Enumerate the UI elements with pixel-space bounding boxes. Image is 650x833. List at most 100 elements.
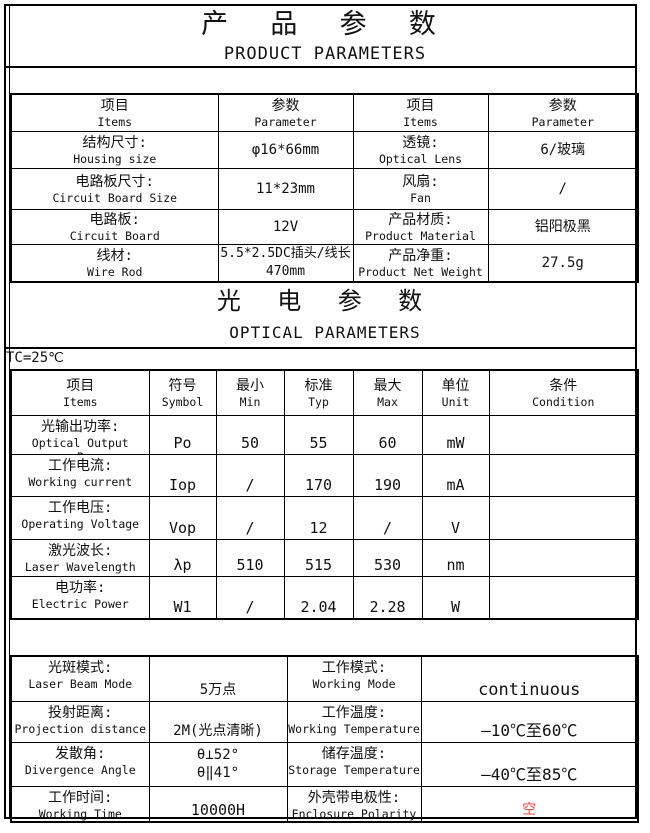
wire-rod-label: 线材: Wire Rod: [10, 243, 219, 283]
item-label-zh: 线材:: [96, 247, 133, 264]
table-row: 工作电压: Operating Voltage Vop / 12 / V: [10, 495, 639, 540]
item-label-zh: 储存温度:: [321, 745, 387, 762]
header-en: Condition: [532, 394, 595, 409]
table-row: 投射距离: Projection distance 2M(光点清晰) 工作温度:…: [10, 700, 639, 743]
working-temperature-label: 工作温度: Working Temperature: [286, 700, 422, 743]
item-label-zh: 透镜:: [402, 134, 439, 151]
item-label-en: Wire Rod: [87, 264, 143, 279]
param-value: /: [558, 180, 567, 197]
item-label-zh: 工作电压:: [48, 499, 113, 516]
item-label-en: Fan: [410, 190, 431, 205]
title-divider-line: [4, 66, 637, 68]
electric-power-label: 电功率: Electric Power: [10, 575, 150, 620]
optical-section-divider-line: [4, 347, 637, 349]
header-symbol: 符号 Symbol: [148, 369, 217, 416]
max-value: 2.28: [369, 598, 406, 616]
max-cell: /: [352, 495, 423, 540]
operating-voltage-label: 工作电压: Operating Voltage: [10, 495, 150, 540]
symbol-value: Iop: [168, 475, 197, 494]
spec-value: 5万点: [199, 681, 237, 698]
header-en: Min: [239, 394, 261, 409]
param-value: φ16*66mm: [251, 141, 320, 158]
unit-value: W: [450, 598, 461, 616]
item-label-zh: 结构尺寸:: [82, 134, 147, 151]
projection-distance-value: 2M(光点清晰): [148, 700, 288, 743]
typ-cell: 12: [283, 495, 354, 540]
item-label-zh: 产品净重:: [388, 247, 453, 264]
header-parameter-1: 参数 Parameter: [217, 93, 354, 132]
header-condition: 条件 Condition: [488, 369, 639, 416]
item-label-en: Projection distance: [14, 721, 147, 736]
unit-value: V: [450, 518, 461, 537]
header-en: Unit: [441, 394, 470, 409]
item-label-en: Operating Voltage: [21, 516, 140, 531]
header-en: Items: [62, 394, 98, 409]
spec-value-line2: θ‖41°: [196, 765, 240, 781]
typ-value: 55: [309, 433, 328, 452]
page-title-zh: 产 品 参 数: [201, 9, 449, 40]
item-label-en: Housing size: [73, 151, 157, 166]
typ-value: 12: [309, 518, 328, 537]
header-parameter-2: 参数 Parameter: [487, 93, 639, 132]
fan-value: /: [487, 167, 639, 210]
unit-cell: mA: [421, 453, 490, 497]
max-value: 60: [378, 433, 397, 452]
item-label-en: Circuit Board: [69, 228, 160, 243]
min-value: /: [245, 518, 255, 537]
max-value: 530: [373, 555, 402, 574]
item-label-zh: 电路板:: [89, 211, 140, 228]
item-label-en: Working Temperature: [288, 721, 420, 736]
spec-value: continuous: [478, 679, 581, 700]
symbol-value: Po: [173, 433, 192, 452]
param-value-line1: 5.5*2.5DC插头/线长: [220, 245, 351, 261]
fan-label: 风扇: Fan: [352, 167, 489, 210]
item-label-en: Optical Lens: [378, 151, 463, 166]
divergence-angle-label: 发散角: Divergence Angle: [10, 741, 150, 787]
header-zh: 最大: [373, 377, 402, 394]
table-row: 电路板: Circuit Board 12V 产品材质: Product Mat…: [10, 208, 639, 245]
optical-title-en: OPTICAL PARAMETERS: [229, 323, 421, 342]
param-value: 11*23mm: [255, 180, 315, 197]
param-value: 铝阳极黑: [534, 218, 591, 235]
typ-cell: 170: [283, 453, 354, 497]
circuit-board-label: 电路板: Circuit Board: [10, 208, 219, 245]
symbol-cell: Vop: [148, 495, 217, 540]
item-label-zh: 工作时间:: [48, 789, 113, 806]
table-row: 电路板尺寸: Circuit Board Size 11*23mm 风扇: Fa…: [10, 167, 639, 210]
max-cell: 60: [352, 414, 423, 455]
min-value: 50: [240, 433, 260, 452]
item-label-zh: 电路板尺寸:: [75, 173, 154, 190]
min-cell: /: [215, 575, 285, 620]
net-weight-value: 27.5g: [487, 243, 639, 283]
item-label-en: Product Material: [365, 228, 476, 243]
optical-output-power-label: 光输出功率: Optical Output P: [10, 414, 150, 455]
spec-value: 2M(光点清晰): [173, 722, 263, 739]
optical-lens-value: 6/玻璃: [487, 130, 639, 169]
laser-wavelength-label: 激光波长: Laser Wavelength: [10, 538, 150, 577]
inner-left-border-line: [9, 4, 10, 819]
item-label-en: Working current: [28, 474, 133, 489]
header-items-1: 项目 Items: [10, 93, 219, 132]
item-label-en: Divergence Angle: [24, 762, 136, 777]
spec-value: —40℃至85℃: [481, 764, 578, 784]
typ-value: 2.04: [300, 598, 337, 616]
unit-cell: V: [421, 495, 490, 540]
optical-title-zh: 光 电 参 数: [216, 287, 434, 315]
item-label-en-overflow: P: [77, 450, 84, 454]
projection-distance-label: 投射距离: Projection distance: [10, 700, 150, 743]
header-zh: 单位: [441, 377, 470, 394]
typ-cell: 55: [283, 414, 354, 455]
header-en: Max: [377, 394, 398, 409]
page-title-en: PRODUCT PARAMETERS: [223, 44, 427, 64]
header-param-en: Parameter: [254, 114, 317, 129]
param-value: 6/玻璃: [540, 141, 586, 158]
item-label-en: Optical Output: [31, 435, 129, 450]
working-current-label: 工作电流: Working current: [10, 453, 150, 497]
laser-beam-mode-value: 5万点: [148, 655, 288, 702]
unit-value: mA: [446, 475, 465, 494]
header-items-en: Items: [403, 114, 438, 129]
item-label-en: Storage Temperature: [288, 762, 420, 777]
divergence-angle-value: θ⊥52° θ‖41°: [148, 741, 288, 787]
table-row: 光输出功率: Optical Output P Po 50 55 60 mW: [10, 414, 639, 455]
typ-cell: 2.04: [283, 575, 354, 620]
